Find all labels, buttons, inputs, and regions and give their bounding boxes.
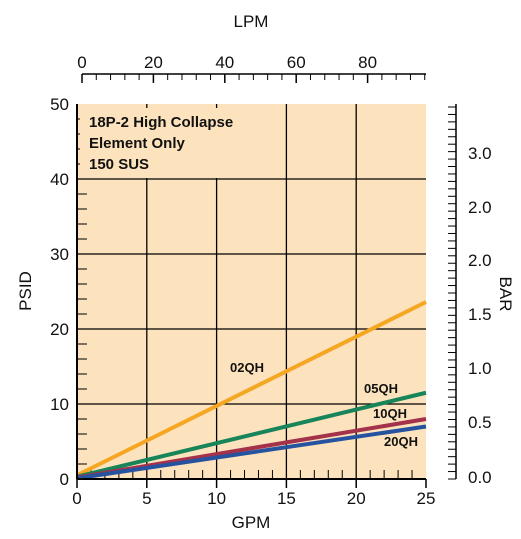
series-lines	[76, 300, 427, 481]
x-tick-label: 20	[347, 489, 366, 508]
x-tick-label: 10	[207, 489, 226, 508]
top-tick-label: 60	[287, 53, 306, 72]
right-tick-label: 0.5	[468, 413, 492, 432]
y-tick-label: 10	[50, 395, 69, 414]
x-tick-label: 0	[72, 489, 81, 508]
y-tick-label: 50	[50, 95, 69, 114]
y-tick-label: 40	[50, 170, 69, 189]
series-label-05qh: 05QH	[364, 381, 398, 396]
x-tick-label: 5	[142, 489, 151, 508]
chart-title: 18P-2 High Collapse Element Only 150 SUS	[80, 108, 276, 178]
top-tick-label: 80	[358, 53, 377, 72]
top-tick-label: 40	[215, 53, 234, 72]
top-tick-label: 20	[144, 53, 163, 72]
series-label-20qh: 20QH	[384, 434, 418, 449]
grid-lines	[77, 104, 426, 479]
y-tick-label: 20	[50, 320, 69, 339]
title-line-1: 18P-2 High Collapse	[89, 114, 233, 131]
top-tick-label: 0	[77, 53, 86, 72]
right-tick-label: 2.0	[468, 198, 492, 217]
title-line-3: 150 SUS	[89, 156, 149, 173]
right-axis: 0.0 0.5 1.0 1.5 2.0 2.0 3.0	[448, 104, 492, 487]
series-line-05qh	[76, 390, 427, 479]
series-line-02qh	[76, 300, 427, 478]
series-label-10qh: 10QH	[373, 406, 407, 421]
right-axis-title: BAR	[496, 277, 515, 312]
y-tick-label: 0	[60, 470, 69, 489]
right-tick-label: 2.0	[468, 251, 492, 270]
right-tick-label: 0.0	[468, 468, 492, 487]
x-axis-title: GPM	[232, 513, 271, 532]
title-box	[80, 108, 276, 178]
tick-labels: 0 10 20 30 40 50 0 5 10 15 20 25	[50, 95, 435, 508]
series-label-02qh: 02QH	[230, 360, 264, 375]
series-line-20qh	[76, 424, 427, 481]
right-tick-label: 3.0	[468, 144, 492, 163]
right-tick-label: 1.0	[468, 359, 492, 378]
y-tick-label: 30	[50, 245, 69, 264]
top-axis-title: LPM	[234, 12, 269, 31]
right-tick-label: 1.5	[468, 305, 492, 324]
title-line-2: Element Only	[89, 135, 186, 152]
x-tick-label: 15	[277, 489, 296, 508]
x-tick-label: 25	[417, 489, 436, 508]
y-axis-title: PSID	[16, 271, 35, 311]
top-axis: 0 20 40 60 80	[77, 53, 426, 83]
